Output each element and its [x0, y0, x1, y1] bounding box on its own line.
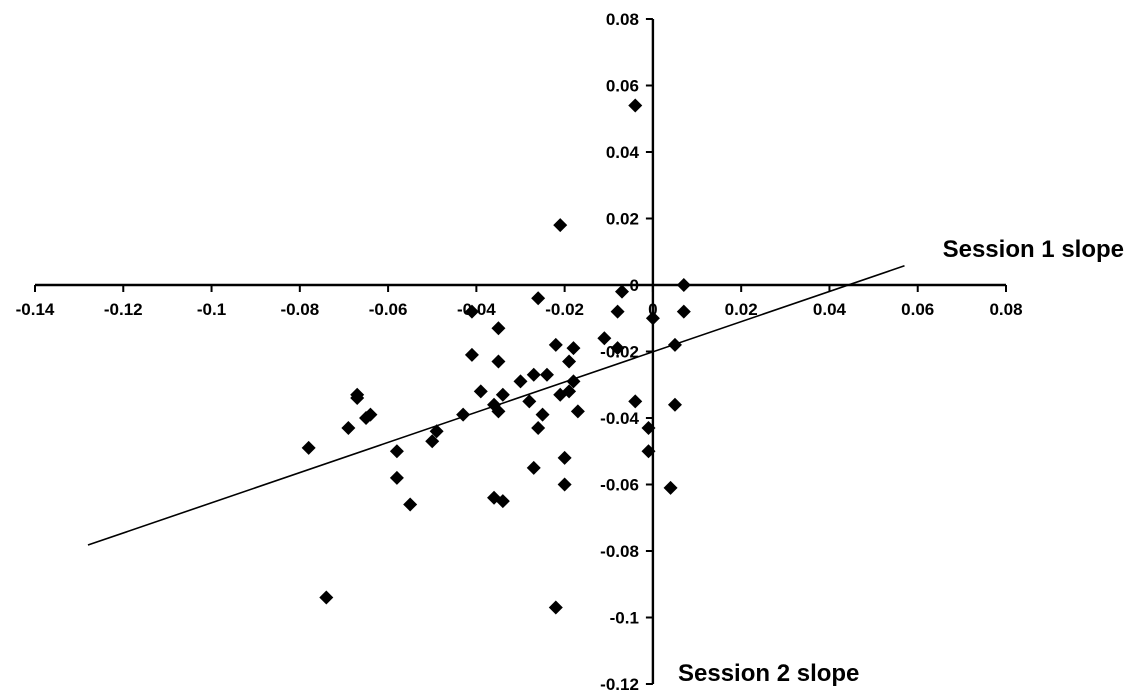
data-point — [553, 387, 568, 402]
y-tick-label: 0.04 — [606, 143, 640, 162]
data-point — [531, 420, 546, 435]
data-point — [553, 218, 568, 233]
x-tick-label: 0.04 — [813, 300, 847, 319]
data-point — [464, 347, 479, 362]
data-point — [548, 600, 563, 615]
data-point — [425, 434, 440, 449]
x-tick-label: 0.06 — [901, 300, 934, 319]
x-tick-label: -0.06 — [369, 300, 408, 319]
data-point — [350, 391, 365, 406]
data-point — [676, 304, 691, 319]
data-point — [341, 420, 356, 435]
data-point — [597, 331, 612, 346]
data-point — [389, 444, 404, 459]
data-point — [641, 444, 656, 459]
y-tick-label: 0.06 — [606, 77, 639, 96]
data-point — [522, 394, 537, 409]
data-point — [526, 367, 541, 382]
data-point — [495, 387, 510, 402]
data-point — [663, 480, 678, 495]
axes — [34, 18, 1007, 685]
y-axis-label: Session 2 slope — [678, 660, 859, 687]
data-point — [464, 304, 479, 319]
data-point — [628, 98, 643, 113]
data-point — [513, 374, 528, 389]
x-tick-label: 0.08 — [989, 300, 1022, 319]
data-point — [456, 407, 471, 422]
data-point — [667, 337, 682, 352]
data-point — [429, 424, 444, 439]
data-point — [301, 440, 316, 455]
x-tick-label: 0.02 — [725, 300, 758, 319]
data-point — [491, 354, 506, 369]
y-tick-label: -0.06 — [600, 476, 639, 495]
y-tick-label: 0.08 — [606, 10, 639, 29]
x-axis-label: Session 1 slope — [943, 236, 1124, 263]
data-point — [557, 477, 572, 492]
data-point — [359, 411, 374, 425]
y-tick-label: -0.12 — [600, 675, 639, 693]
data-point — [676, 278, 691, 292]
data-point — [535, 407, 550, 422]
data-point — [615, 284, 630, 299]
x-tick-label: 0 — [648, 300, 657, 319]
x-tick-label: -0.02 — [545, 300, 584, 319]
x-axis-tick-labels: -0.14-0.12-0.1-0.08-0.06-0.04-0.0200.020… — [16, 300, 1023, 319]
data-point — [610, 341, 625, 356]
y-tick-label: 0 — [629, 276, 638, 295]
data-point — [645, 311, 660, 326]
data-point — [539, 367, 554, 382]
data-point — [610, 304, 625, 319]
y-axis-tick-labels: 0.080.060.040.020-0.02-0.04-0.06-0.08-0.… — [600, 10, 639, 693]
data-point — [319, 590, 334, 605]
data-point — [667, 397, 682, 412]
data-point — [570, 404, 585, 419]
data-point — [473, 384, 488, 399]
data-point — [491, 321, 506, 336]
data-point — [389, 470, 404, 485]
x-tick-label: -0.08 — [280, 300, 319, 319]
data-point — [628, 394, 643, 409]
data-point — [562, 354, 577, 369]
data-point — [566, 374, 581, 389]
data-point — [557, 450, 572, 465]
y-tick-label: 0.02 — [606, 210, 639, 229]
data-point — [641, 420, 656, 435]
x-tick-label: -0.14 — [16, 300, 55, 319]
data-point — [495, 494, 510, 509]
data-point — [531, 291, 546, 306]
data-point — [548, 337, 563, 352]
data-points — [301, 98, 691, 615]
data-point — [526, 460, 541, 475]
y-tick-label: -0.04 — [600, 409, 639, 428]
data-point — [491, 404, 506, 419]
data-point — [566, 341, 581, 356]
x-tick-label: -0.1 — [197, 300, 226, 319]
data-point — [403, 497, 418, 512]
y-tick-label: -0.08 — [600, 542, 639, 561]
y-tick-label: -0.1 — [610, 609, 639, 628]
x-tick-label: -0.12 — [104, 300, 143, 319]
